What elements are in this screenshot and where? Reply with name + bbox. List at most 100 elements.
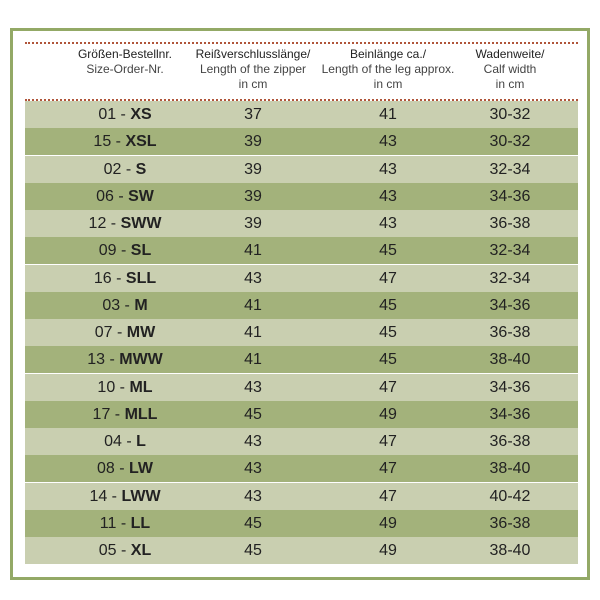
- table-row: 09 - SL 41 45 32-34: [25, 237, 578, 265]
- table-cell: 43: [244, 269, 262, 287]
- size-code: XL: [130, 542, 152, 559]
- table-cell: 07 - MW: [55, 319, 195, 346]
- table-cell: 45: [244, 542, 262, 559]
- size-code: MW: [126, 324, 156, 341]
- column-header: Reißverschlusslänge/Length of the zipper…: [178, 47, 328, 92]
- table-cell: 41: [244, 351, 262, 369]
- size-number: 16 -: [93, 269, 122, 287]
- table-cell: 41: [244, 324, 262, 341]
- table-cell: 49: [379, 542, 397, 559]
- header-line: Größen-Bestellnr.: [77, 47, 173, 61]
- table-cell: 49: [379, 405, 397, 423]
- table-row: 10 - ML 43 47 34-36: [25, 373, 578, 401]
- table-cell: 30-32: [489, 106, 531, 123]
- table-cell: 43: [379, 133, 397, 151]
- size-code: SL: [130, 242, 152, 260]
- table-cell: 45: [379, 324, 397, 341]
- table-cell: 01 - XS: [55, 101, 195, 128]
- size-number: 08 -: [96, 460, 125, 478]
- header-line: Beinlänge ca./: [349, 47, 427, 61]
- table-cell: 47: [379, 269, 397, 287]
- size-code: LL: [130, 514, 151, 532]
- table-cell: 45: [379, 351, 397, 369]
- size-number: 10 -: [97, 378, 125, 396]
- table-cell: 36-38: [489, 215, 531, 232]
- size-code: MWW: [119, 351, 163, 369]
- size-number: 11 -: [99, 514, 127, 532]
- table-row: 12 - SWW 39 43 36-38: [25, 210, 578, 237]
- size-number: 13 -: [87, 351, 115, 369]
- size-number: 06 -: [96, 187, 124, 205]
- table-row: 14 - LWW 43 47 40-42: [25, 482, 578, 510]
- table-cell: 40-42: [489, 487, 531, 505]
- table-cell: 47: [379, 433, 397, 450]
- table-cell: 43: [244, 487, 262, 505]
- table-cell: 34-36: [489, 405, 531, 423]
- column-header: Wadenweite/Calf width in cm: [435, 47, 585, 92]
- size-number: 15 -: [93, 133, 121, 151]
- header-line: in cm: [495, 77, 525, 91]
- table-cell: 06 - SW: [55, 183, 195, 210]
- table-row: 01 - XS 37 41 30-32: [25, 101, 578, 128]
- size-code: XSL: [125, 133, 157, 151]
- table-cell: 49: [379, 514, 397, 532]
- table-cell: 36-38: [489, 324, 531, 341]
- header-line: Calf width: [483, 62, 537, 76]
- table-cell: 05 - XL: [55, 537, 195, 564]
- table-cell: 45: [379, 296, 397, 314]
- table-cell: 41: [379, 106, 397, 123]
- header-line: Reißverschlusslänge/: [195, 47, 311, 61]
- size-code: LWW: [121, 487, 161, 505]
- table-cell: 43: [379, 160, 397, 178]
- table-row: 08 - LW 43 47 38-40: [25, 455, 578, 483]
- table-cell: 04 - L: [55, 428, 195, 455]
- size-number: 09 -: [98, 242, 127, 260]
- table-cell: 43: [244, 433, 262, 450]
- table-cell: 10 - ML: [55, 374, 195, 401]
- header-line: Length of the zipper: [199, 62, 307, 76]
- table-row: 03 - M 41 45 34-36: [25, 291, 578, 319]
- table-cell: 16 - SLL: [55, 265, 195, 292]
- size-code: S: [135, 160, 147, 178]
- header-line: in cm: [238, 77, 268, 91]
- table-cell: 34-36: [489, 296, 531, 314]
- column-header: Beinlänge ca./Length of the leg approx. i…: [313, 47, 463, 92]
- size-code: L: [136, 433, 146, 450]
- table-cell: 36-38: [489, 514, 531, 532]
- frame: [10, 28, 590, 580]
- header-line: in cm: [373, 77, 403, 91]
- table-row: 04 - L 43 47 36-38: [25, 428, 578, 455]
- dotted-rule: [25, 99, 578, 101]
- header-line: Length of the leg approx.: [321, 62, 455, 76]
- size-number: 03 -: [102, 296, 130, 314]
- size-code: M: [134, 296, 148, 314]
- table-cell: 11 - LL: [55, 510, 195, 537]
- table-cell: 43: [244, 460, 262, 478]
- size-code: ML: [129, 378, 153, 396]
- table-cell: 38-40: [489, 460, 531, 478]
- table-row: 07 - MW 41 45 36-38: [25, 319, 578, 346]
- table-row: 06 - SW 39 43 34-36: [25, 182, 578, 210]
- table-cell: 36-38: [489, 433, 531, 450]
- table-cell: 38-40: [489, 542, 531, 559]
- size-code: SW: [128, 187, 154, 205]
- size-number: 12 -: [88, 215, 117, 232]
- size-code: MLL: [124, 405, 158, 423]
- table-cell: 32-34: [489, 269, 531, 287]
- table-cell: 41: [244, 242, 262, 260]
- table-cell: 45: [244, 405, 262, 423]
- table-cell: 47: [379, 460, 397, 478]
- table-cell: 14 - LWW: [55, 483, 195, 510]
- size-number: 01 -: [98, 106, 126, 123]
- table-cell: 08 - LW: [55, 455, 195, 482]
- table-row: 02 - S 39 43 32-34: [25, 155, 578, 183]
- size-code: SWW: [120, 215, 162, 232]
- size-number: 17 -: [92, 405, 121, 423]
- table-row: 11 - LL 45 49 36-38: [25, 509, 578, 537]
- table-row: 13 - MWW 41 45 38-40: [25, 346, 578, 374]
- table-cell: 13 - MWW: [55, 346, 195, 373]
- size-number: 05 -: [98, 542, 127, 559]
- table-cell: 45: [244, 514, 262, 532]
- table-cell: 32-34: [489, 160, 531, 178]
- table-cell: 43: [244, 378, 262, 396]
